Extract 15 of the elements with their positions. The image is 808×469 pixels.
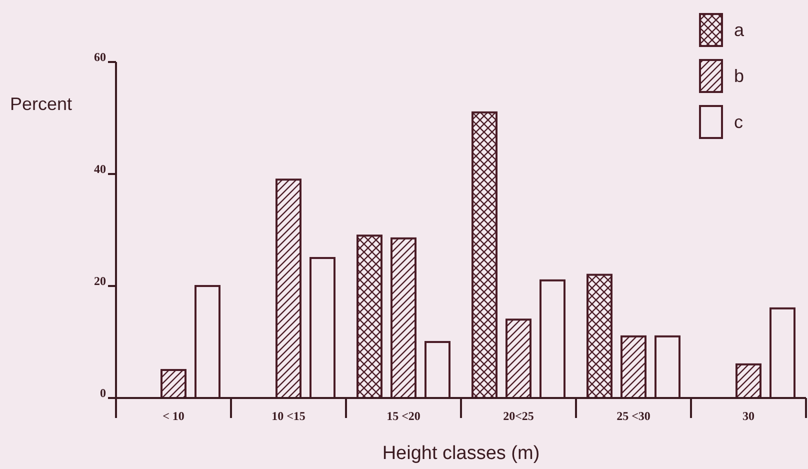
- y-tick-label: 0: [100, 386, 106, 400]
- x-tick-label: 25 <30: [616, 409, 650, 423]
- legend-label: a: [734, 20, 745, 40]
- x-tick-label: < 10: [162, 409, 184, 423]
- y-axis-title: Percent: [10, 94, 72, 114]
- x-axis-title: Height classes (m): [382, 443, 540, 464]
- y-tick-label: 60: [94, 50, 106, 64]
- legend-label: c: [734, 112, 743, 132]
- x-tick-label: 30: [742, 409, 754, 423]
- y-tick-label: 20: [94, 274, 106, 288]
- x-tick-label: 10 <15: [272, 409, 306, 423]
- y-tick-label: 40: [94, 162, 106, 176]
- x-tick-label: 20<25: [503, 409, 534, 423]
- x-tick-label: 15 <20: [386, 409, 420, 423]
- legend-label: b: [734, 66, 744, 86]
